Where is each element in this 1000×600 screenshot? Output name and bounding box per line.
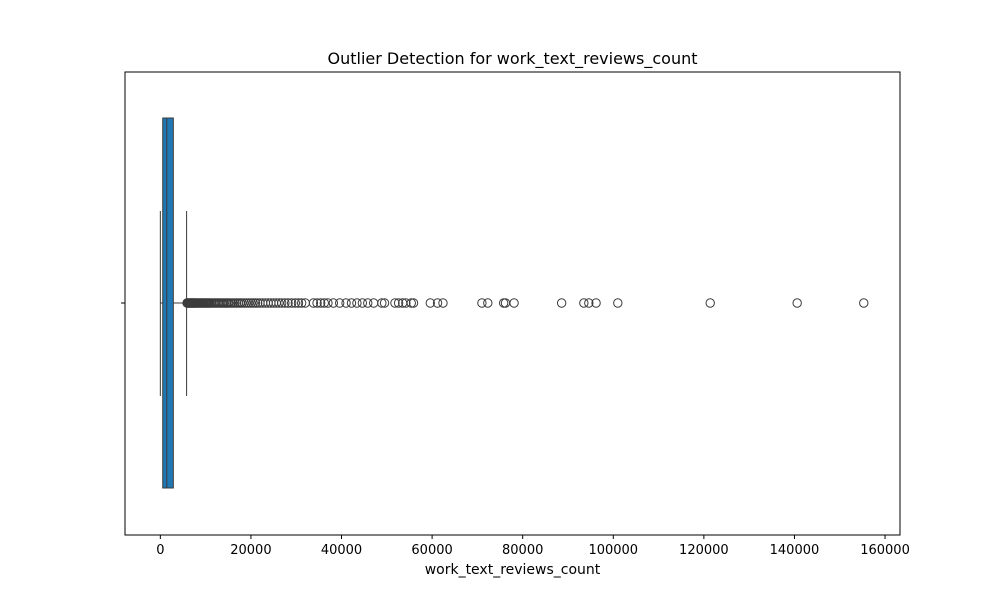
outlier-point bbox=[319, 298, 329, 308]
outlier-point bbox=[500, 298, 511, 308]
chart-title: Outlier Detection for work_text_reviews_… bbox=[328, 49, 698, 69]
outlier-point bbox=[509, 298, 519, 308]
x-tick-label: 40000 bbox=[321, 543, 362, 558]
x-axis-label: work_text_reviews_count bbox=[425, 562, 601, 578]
x-tick-label: 80000 bbox=[502, 543, 543, 558]
x-tick-label: 120000 bbox=[679, 543, 729, 558]
outlier-point bbox=[357, 298, 368, 308]
outlier-point bbox=[613, 298, 623, 308]
outlier-point bbox=[286, 298, 297, 308]
x-tick-label: 140000 bbox=[770, 543, 820, 558]
outlier-point bbox=[368, 298, 379, 308]
outlier-point bbox=[239, 298, 249, 308]
x-tick-label: 0 bbox=[156, 543, 164, 558]
x-tick-label: 20000 bbox=[230, 543, 271, 558]
outlier-point bbox=[312, 298, 322, 308]
outlier-point bbox=[315, 298, 326, 308]
outlier-point bbox=[283, 298, 293, 308]
outlier-point bbox=[425, 298, 435, 308]
outlier-point bbox=[277, 298, 287, 308]
box-group bbox=[162, 117, 174, 489]
iqr-box bbox=[162, 117, 174, 489]
outlier-point bbox=[438, 298, 448, 308]
outlier-point bbox=[477, 298, 487, 308]
x-axis-ticks: 0 20000 40000 60000 80000 100000 120000 140000 1… bbox=[156, 535, 910, 558]
outlier-point bbox=[243, 298, 254, 308]
outlier-point bbox=[584, 298, 594, 308]
outlier-point bbox=[408, 298, 419, 308]
outlier-point bbox=[705, 298, 715, 308]
outlier-point bbox=[274, 298, 284, 308]
outlier-point bbox=[859, 298, 869, 308]
outlier-point bbox=[296, 298, 307, 308]
outlier-point bbox=[323, 298, 333, 308]
outlier-point bbox=[246, 298, 256, 308]
outlier-point bbox=[253, 298, 263, 308]
outlier-point bbox=[290, 298, 301, 308]
outlier-point bbox=[379, 298, 390, 308]
outlier-point bbox=[591, 298, 601, 308]
outlier-point bbox=[556, 298, 567, 308]
outlier-point bbox=[280, 298, 290, 308]
outlier-point bbox=[237, 298, 247, 308]
outlier-point bbox=[334, 298, 345, 308]
outlier-point bbox=[352, 298, 362, 308]
x-tick-label: 160000 bbox=[860, 543, 910, 558]
outlier-point bbox=[328, 298, 339, 308]
outlier-point bbox=[432, 298, 443, 308]
outlier-point bbox=[250, 298, 261, 308]
outlier-point bbox=[406, 298, 416, 308]
outlier-point bbox=[241, 298, 252, 308]
outlier-point bbox=[377, 298, 387, 308]
outlier-point bbox=[390, 298, 400, 308]
outlier-point bbox=[308, 298, 319, 308]
outlier-point bbox=[393, 298, 404, 308]
outlier-point bbox=[483, 298, 493, 308]
outlier-point bbox=[401, 298, 411, 308]
outlier-point bbox=[363, 298, 373, 308]
outlier-point bbox=[341, 298, 351, 308]
outlier-point bbox=[293, 298, 304, 308]
outlier-point bbox=[792, 298, 802, 308]
outlier-point bbox=[248, 298, 258, 308]
plot-frame bbox=[124, 71, 901, 536]
outlier-point bbox=[498, 298, 509, 308]
x-tick-label: 60000 bbox=[411, 543, 452, 558]
x-tick-label: 100000 bbox=[588, 543, 638, 558]
outlier-point bbox=[346, 298, 357, 308]
outlier-points bbox=[182, 298, 869, 308]
outlier-point bbox=[579, 298, 589, 308]
